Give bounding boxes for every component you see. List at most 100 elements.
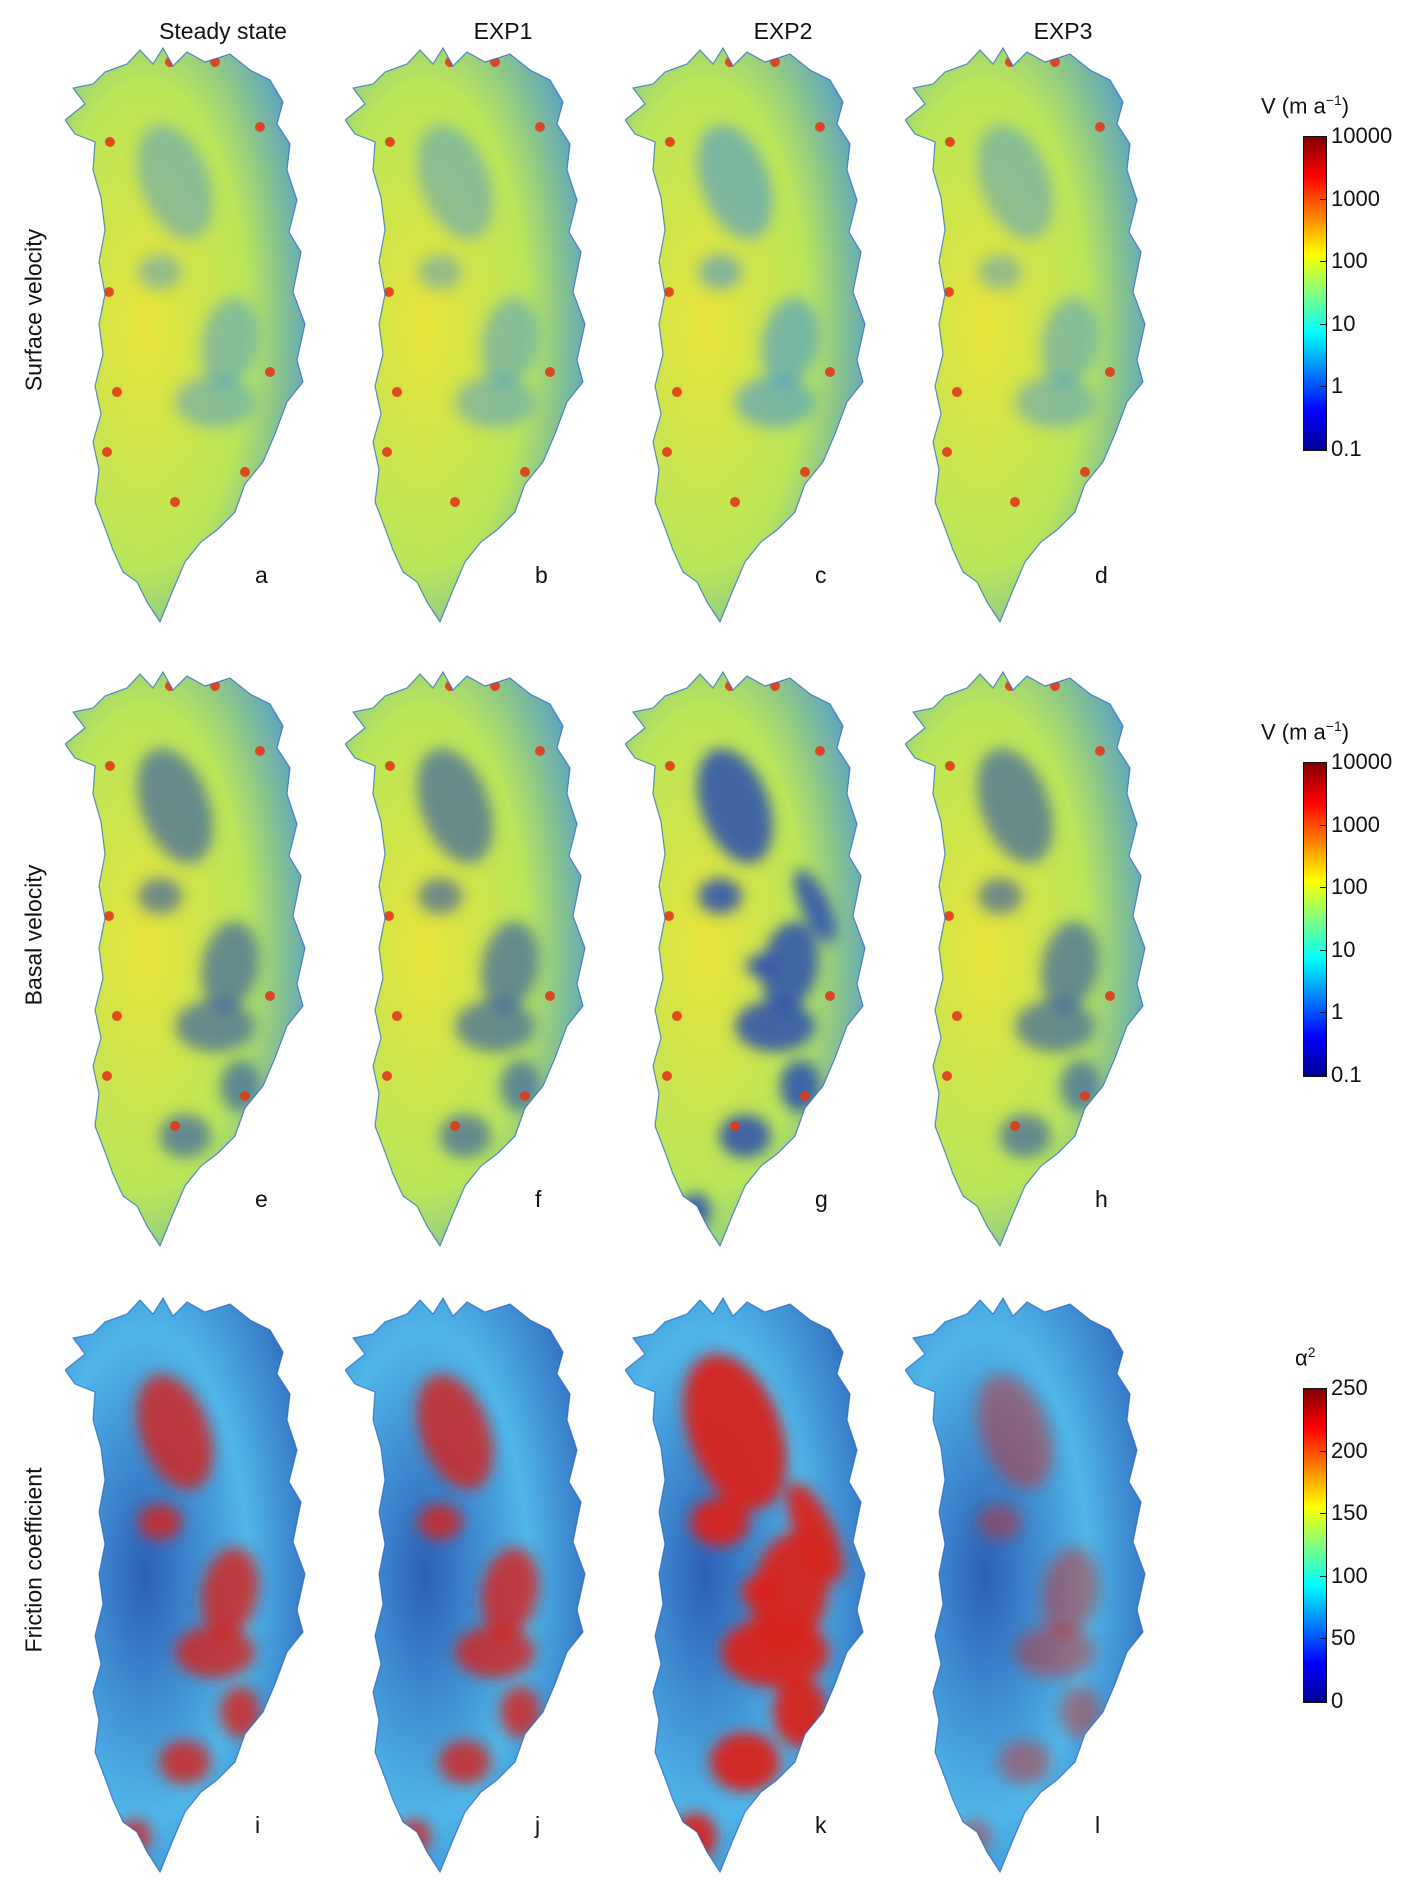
colorbar-tick-label: 250 xyxy=(1331,1375,1368,1400)
colorbar-tick-label: 10 xyxy=(1331,936,1356,962)
map-field-e xyxy=(65,672,305,1246)
colorbar-tick-label: 100 xyxy=(1331,248,1368,274)
outlet-glacier-marker xyxy=(545,367,555,377)
map-panel-e: e xyxy=(65,666,315,1256)
colorbar-tick-mark xyxy=(1320,386,1326,388)
map-region-blob xyxy=(481,921,539,1011)
greenland-map-e xyxy=(65,670,306,1248)
outlet-glacier-marker xyxy=(1080,1091,1090,1101)
outlet-glacier-marker xyxy=(102,447,112,457)
map-region-blob xyxy=(481,1547,539,1637)
outlet-glacier-marker xyxy=(535,746,545,756)
map-panel-c: c xyxy=(625,42,875,632)
map-region-blob xyxy=(220,1060,260,1112)
greenland-map-d xyxy=(905,46,1146,624)
map-field-b xyxy=(345,48,585,622)
outlet-glacier-marker xyxy=(1105,367,1115,377)
colorbar-tick-mark xyxy=(1320,261,1326,263)
map-region-blob xyxy=(698,254,742,290)
panel-label-b: b xyxy=(535,562,548,588)
map-region-blob xyxy=(1015,376,1095,428)
map-region-blob xyxy=(138,878,182,914)
map-region-blob xyxy=(417,748,493,864)
panel-label-g: g xyxy=(815,1186,828,1212)
outlet-glacier-marker xyxy=(945,137,955,147)
map-region-blob xyxy=(138,254,182,290)
map-region-blob xyxy=(761,297,819,387)
coastline xyxy=(625,670,866,1248)
map-region-blob xyxy=(978,878,1022,914)
outlet-glacier-marker xyxy=(825,367,835,377)
colorbar-tick-label: 100 xyxy=(1331,874,1368,900)
colorbar-tick-mark xyxy=(1320,1575,1326,1577)
outlet-glacier-marker xyxy=(952,387,962,397)
outlet-glacier-marker xyxy=(265,367,275,377)
colorbar-tick-mark xyxy=(1320,323,1326,325)
map-region-blob xyxy=(137,748,213,864)
map-region-blob xyxy=(977,124,1053,240)
panel-label-a: a xyxy=(255,562,268,588)
outlet-glacier-marker xyxy=(1095,122,1105,132)
outlet-glacier-marker xyxy=(664,911,674,921)
outlet-glacier-marker xyxy=(520,1091,530,1101)
map-region-blob xyxy=(439,1114,491,1158)
map-panel-a: a xyxy=(65,42,315,632)
colorbar-unit-label: V (m a−1) xyxy=(1261,718,1350,745)
outlet-glacier-marker xyxy=(382,1071,392,1081)
map-region-blob xyxy=(175,1626,255,1678)
outlet-glacier-marker xyxy=(450,497,460,507)
greenland-map-c xyxy=(625,46,866,624)
greenland-map-h xyxy=(905,670,1146,1248)
outlet-glacier-marker xyxy=(105,137,115,147)
map-panel-d: d xyxy=(905,42,1155,632)
map-region-blob xyxy=(481,297,539,387)
map-field-f xyxy=(345,672,585,1246)
column-title-exp3: EXP3 xyxy=(1033,18,1093,44)
outlet-glacier-marker xyxy=(945,761,955,771)
coastline xyxy=(905,1296,1146,1874)
colorbar-tick-mark xyxy=(1320,449,1326,450)
row-title-basal-velocity: Basal velocity xyxy=(20,864,47,1006)
map-region-blob xyxy=(1015,1000,1095,1052)
coastline xyxy=(345,1296,586,1874)
colorbar-tick-label: 1 xyxy=(1331,373,1344,399)
colorbar-tick-mark xyxy=(1320,762,1326,763)
outlet-glacier-marker xyxy=(672,1011,682,1021)
outlet-glacier-marker xyxy=(942,1071,952,1081)
map-region-blob xyxy=(721,1616,829,1688)
map-region-blob xyxy=(698,878,742,914)
map-region-blob xyxy=(455,1000,535,1052)
greenland-map-k xyxy=(625,1296,866,1874)
outlet-glacier-marker xyxy=(240,1091,250,1101)
outlet-glacier-marker xyxy=(1080,467,1090,477)
outlet-glacier-marker xyxy=(944,287,954,297)
colorbar-3 xyxy=(1303,1388,1327,1703)
colorbar-tick-label: 1 xyxy=(1331,999,1344,1025)
outlet-glacier-marker xyxy=(952,1011,962,1021)
map-region-blob xyxy=(220,1686,260,1738)
panel-label-i: i xyxy=(255,1812,261,1838)
map-field-l xyxy=(905,1298,1145,1872)
map-region-blob xyxy=(697,124,773,240)
panel-label-c: c xyxy=(815,562,827,588)
coastline xyxy=(65,670,306,1248)
map-panel-k: k xyxy=(625,1292,875,1882)
greenland-map-b xyxy=(345,46,586,624)
row-title-surface-velocity: Surface velocity xyxy=(20,228,47,392)
map-panel-g: g xyxy=(625,666,875,1256)
colorbar-tick-mark xyxy=(1320,1012,1326,1014)
colorbar-tick-mark xyxy=(1320,949,1326,951)
map-region-blob xyxy=(159,1740,211,1784)
colorbar-tick-mark xyxy=(1320,136,1326,137)
map-panel-h: h xyxy=(905,666,1155,1256)
outlet-glacier-marker xyxy=(815,746,825,756)
colorbar-tick-mark xyxy=(1320,1075,1326,1076)
colorbar-tick-mark xyxy=(1320,887,1326,889)
coastline xyxy=(905,670,1146,1248)
outlet-glacier-marker xyxy=(662,1071,672,1081)
map-field-j xyxy=(345,1298,585,1872)
panel-label-h: h xyxy=(1095,1186,1108,1212)
outlet-glacier-marker xyxy=(1105,991,1115,1001)
outlet-glacier-marker xyxy=(385,137,395,147)
map-region-blob xyxy=(978,254,1022,290)
